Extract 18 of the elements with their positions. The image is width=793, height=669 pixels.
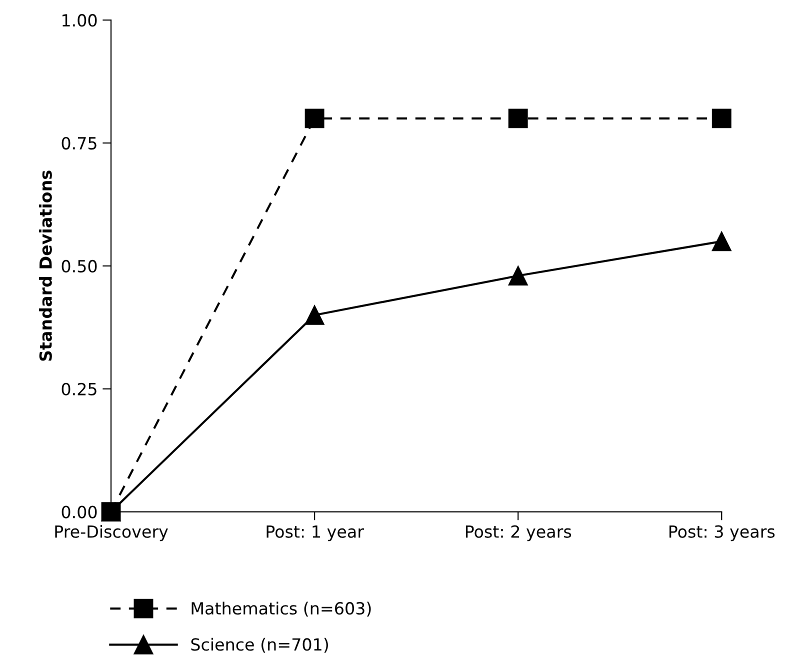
point [508, 108, 528, 128]
y-tick-label: 1.00 [62, 14, 97, 27]
point [712, 232, 732, 252]
point [712, 108, 732, 128]
x-tick-label: Post: 3 years [669, 525, 775, 542]
y-tick-label: 0.25 [62, 382, 96, 396]
y-tick-label: 0.75 [62, 136, 96, 150]
y-axis-title: Standard Deviations [39, 170, 52, 361]
point [304, 305, 324, 325]
y-tick-label: 0.00 [62, 506, 97, 518]
x-tick-label: Post: 2 years [466, 525, 572, 542]
x-tick-label: Post: 1 year [266, 525, 364, 542]
legend-label: Mathematics (n=603) [192, 602, 371, 617]
x-tick-label: Pre-Discovery [55, 524, 168, 542]
legend-label: Science (n=701) [191, 638, 328, 653]
point [304, 108, 324, 128]
point [508, 266, 528, 286]
y-tick-label: 0.50 [62, 260, 97, 272]
